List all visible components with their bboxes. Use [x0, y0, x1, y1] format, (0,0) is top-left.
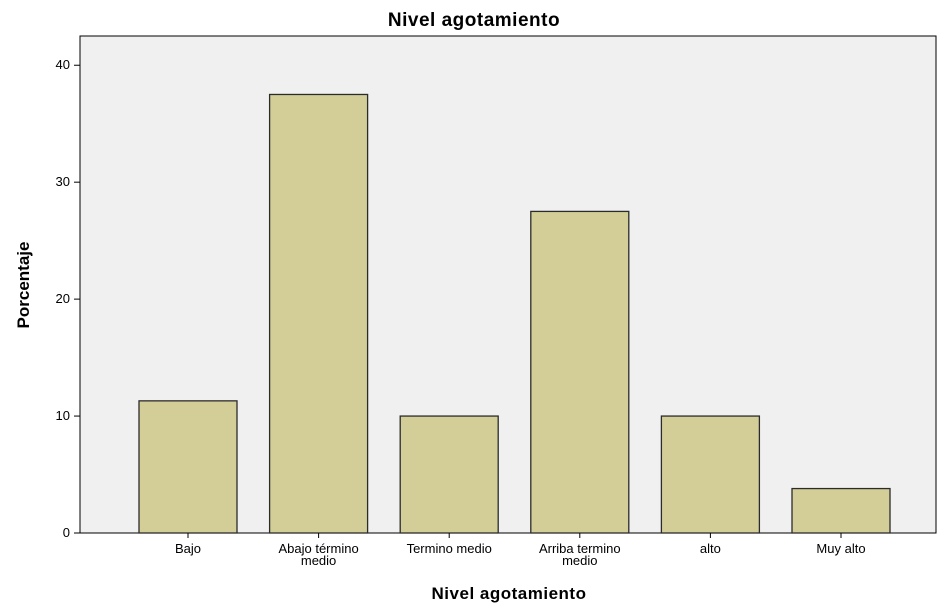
x-category-label: Termino medio [407, 541, 492, 556]
bar [268, 93, 369, 534]
bar [791, 487, 891, 534]
x-category-label: medio [301, 553, 336, 568]
y-tick-label: 10 [56, 408, 70, 423]
y-axis-label: Porcentaje [14, 242, 33, 329]
x-category-label: alto [700, 541, 721, 556]
y-tick-label: 20 [56, 291, 70, 306]
bar [399, 415, 499, 534]
x-category-label: Bajo [175, 541, 201, 556]
y-tick-label: 30 [56, 174, 70, 189]
y-tick-label: 40 [56, 57, 70, 72]
bar [530, 210, 630, 534]
y-tick-label: 0 [63, 525, 70, 540]
x-category-label: Muy alto [816, 541, 865, 556]
bars-group [138, 93, 891, 534]
x-axis-label: Nivel agotamiento [432, 584, 587, 603]
x-category-label: medio [562, 553, 597, 568]
x-category-label: Abajo término [278, 541, 358, 556]
y-axis: 0 10 20 30 40 [56, 57, 80, 540]
bar [660, 415, 761, 534]
chart-title: Nivel agotamiento [388, 10, 560, 31]
x-category-label: Arriba termino [539, 541, 621, 556]
bar [138, 400, 238, 534]
